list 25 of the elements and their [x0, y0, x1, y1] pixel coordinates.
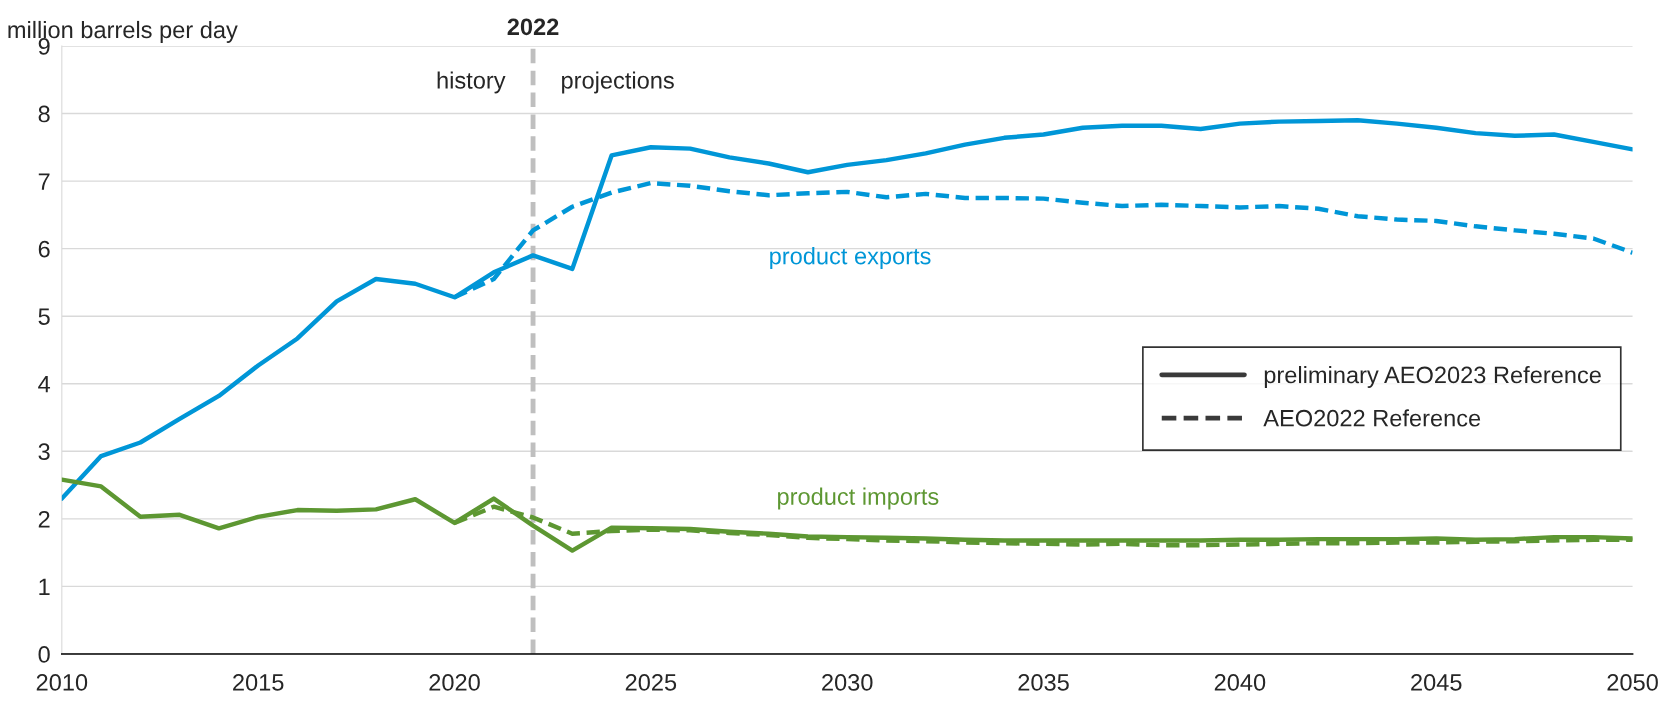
ref-line-label: 2022 — [507, 18, 559, 36]
x-tick-label: 2025 — [625, 674, 677, 691]
y-tick-label: 7 — [38, 173, 50, 190]
x-tick-label: 2050 — [1607, 674, 1658, 691]
y-tick-label: 3 — [38, 443, 50, 461]
x-tick-label: 2045 — [1411, 674, 1462, 691]
x-tick-label: 2030 — [822, 674, 873, 691]
y-tick-label: 6 — [38, 240, 50, 258]
y-tick-label: 4 — [38, 376, 51, 393]
x-tick-label: 2015 — [233, 674, 284, 691]
y-tick-label: 5 — [38, 308, 50, 325]
y-tick-label: 8 — [38, 105, 50, 123]
annotation: projections — [562, 71, 674, 94]
annotation: AEO2022 Reference — [1263, 409, 1481, 427]
x-tick-label: 2040 — [1214, 674, 1266, 691]
y-tick-label: 1 — [39, 578, 50, 595]
y-tick-label: 0 — [38, 646, 50, 663]
x-tick-label: 2035 — [1018, 674, 1069, 691]
x-tick-label: 2010 — [36, 674, 88, 691]
text: product exports — [770, 247, 931, 270]
y-tick-label: 2 — [38, 510, 50, 528]
annotation: history — [437, 71, 506, 94]
annotation: preliminary AEO2023 Reference — [1264, 365, 1601, 388]
x-tick-label: 2020 — [429, 674, 480, 691]
series-label: product imports — [778, 487, 939, 510]
